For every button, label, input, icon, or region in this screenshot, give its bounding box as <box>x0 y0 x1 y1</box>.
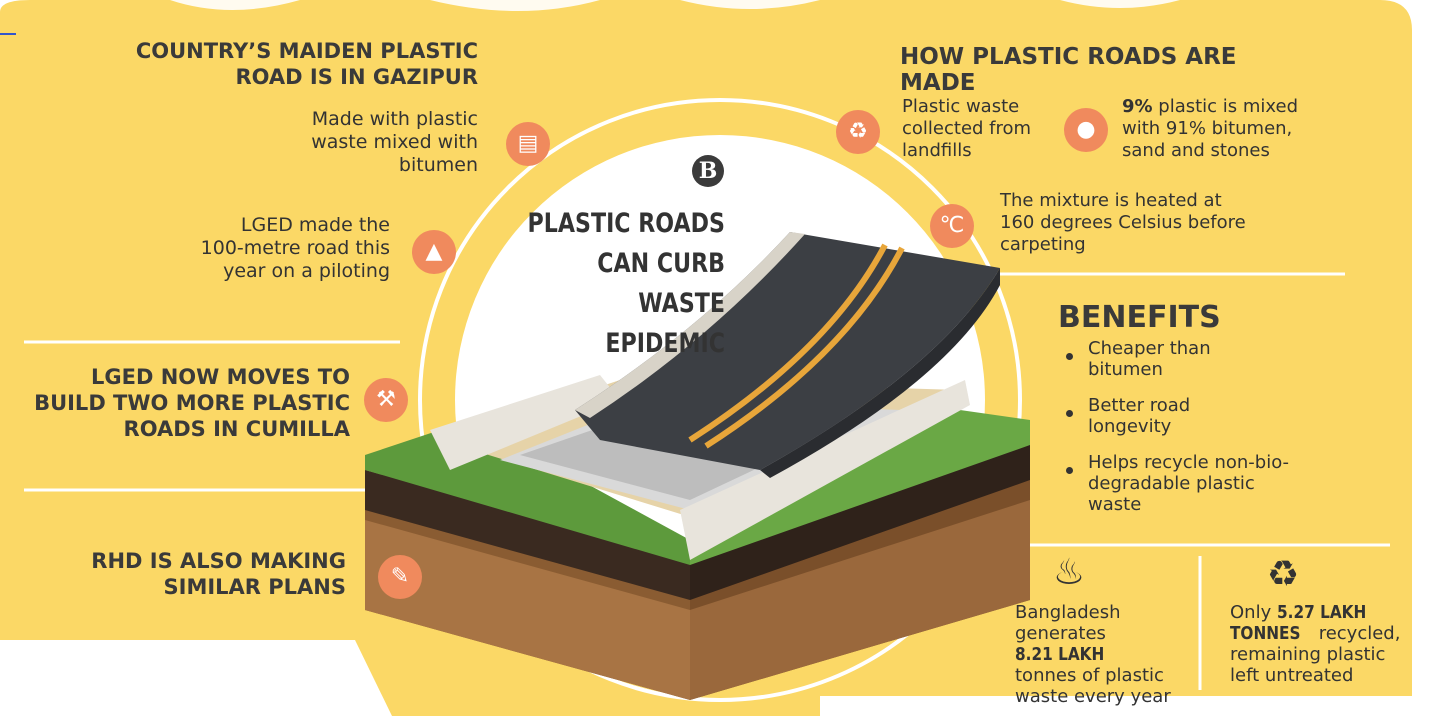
top-cloud <box>170 0 1180 11</box>
main-title: PLASTIC ROADS CAN CURB WASTE EPIDEMIC <box>527 208 725 359</box>
recycled-bold-1: 5.27 LAKH <box>1276 602 1367 623</box>
barrel-icon: ▤ <box>506 122 550 166</box>
made-with-text: Made with plastic waste mixed with bitum… <box>311 108 478 176</box>
step-collect-text: Plastic waste collected from landfills <box>902 96 1032 161</box>
road-icon: ▲ <box>412 230 456 274</box>
generates-stat: Bangladesh generates 8.21 LAKH tonnes of… <box>1015 602 1171 707</box>
benefit-item: Better road longevity <box>1066 395 1346 437</box>
stones-icon: ● <box>1064 108 1108 152</box>
lged-moves-heading: LGED NOW MOVES TO BUILD TWO MORE PLASTIC… <box>34 365 350 441</box>
recycled-bold-2: TONNES <box>1230 623 1301 644</box>
benefits-list: Cheaper than bitumen Better road longevi… <box>1066 338 1346 530</box>
bottom-left-white <box>0 640 392 716</box>
step-mix-bold: 9% <box>1122 96 1153 117</box>
benefit-item: Helps recycle non-bio- degradable plasti… <box>1066 452 1346 515</box>
how-made-heading: HOW PLASTIC ROADS ARE MADE <box>900 44 1237 96</box>
step-heat-text: The mixture is heated at 160 degrees Cel… <box>1000 190 1246 255</box>
brand-logo: B <box>692 155 724 187</box>
rhd-heading: RHD IS ALSO MAKING SIMILAR PLANS <box>91 549 346 599</box>
thermometer-icon: ℃ <box>930 204 974 248</box>
lged-made-text: LGED made the 100-metre road this year o… <box>200 214 390 282</box>
recycled-stat: Only 5.27 LAKH TONNES recycled, remainin… <box>1230 602 1401 686</box>
benefit-item: Cheaper than bitumen <box>1066 338 1346 380</box>
benefits-heading: BENEFITS <box>1058 300 1221 335</box>
trash-bin-icon: ♻ <box>836 110 880 154</box>
recycle-icon: ♻ <box>1266 553 1300 594</box>
generates-bold: 8.21 LAKH <box>1015 644 1105 665</box>
road-illustration <box>365 232 1030 700</box>
garbage-pile-icon: ♨ <box>1052 551 1086 592</box>
outer-arc <box>418 98 1022 702</box>
worker-icon: ⚒ <box>364 378 408 422</box>
step-mix-text: 9% plastic is mixed with 91% bitumen, sa… <box>1122 96 1299 161</box>
document-pen-icon: ✎ <box>378 555 422 599</box>
maiden-road-heading: COUNTRY’S MAIDEN PLASTIC ROAD IS IN GAZI… <box>135 39 478 89</box>
